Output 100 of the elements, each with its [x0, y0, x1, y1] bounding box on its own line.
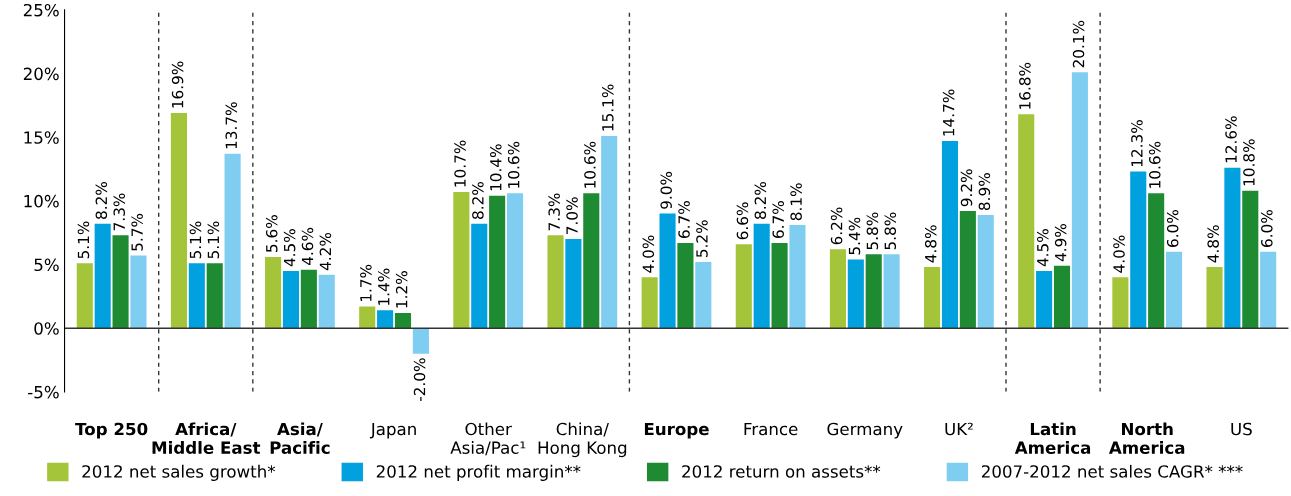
data-label: 8.2%: [95, 182, 108, 219]
bar: [883, 254, 900, 329]
data-label: 10.4%: [490, 144, 502, 191]
bar: [359, 306, 376, 329]
data-label: 1.4%: [377, 268, 390, 305]
data-label: 6.2%: [830, 207, 843, 245]
y-tick-label: -5%: [28, 385, 59, 399]
bar: [1053, 265, 1071, 329]
data-label: 4.6%: [301, 227, 314, 266]
bar: [959, 211, 976, 329]
bar: [412, 328, 429, 354]
bar: [753, 223, 770, 329]
bar: [377, 310, 394, 329]
x-tick-label: China/ Hong Kong: [538, 422, 627, 458]
x-tick-label: Europe: [644, 422, 709, 439]
data-label: 4.9%: [1054, 224, 1067, 262]
bar: [771, 242, 788, 329]
data-label: 5.8%: [866, 212, 879, 250]
legend-label: 2007-2012 net sales CAGR* ***: [981, 464, 1243, 478]
bar: [394, 312, 412, 329]
bar: [265, 256, 282, 329]
bar: [506, 193, 524, 329]
data-label: 9.0%: [660, 171, 672, 209]
bar: [977, 214, 994, 329]
data-label: 4.0%: [1113, 235, 1125, 273]
data-label: 7.3%: [113, 193, 125, 231]
data-label: 6.7%: [772, 201, 784, 238]
x-tick-label: Japan: [369, 422, 416, 439]
data-label: 5.1%: [207, 221, 220, 259]
bar: [1148, 193, 1165, 329]
data-label: 5.2%: [696, 220, 708, 257]
data-label: 10.7%: [454, 140, 466, 187]
data-label: 5.1%: [77, 221, 90, 259]
bar: [471, 223, 488, 329]
bar: [206, 263, 223, 329]
y-tick-label: 0%: [34, 322, 59, 335]
data-label: 16.8%: [1019, 62, 1031, 109]
x-tick-label: UK²: [945, 422, 973, 436]
bar: [789, 225, 806, 329]
data-label: 4.8%: [1207, 225, 1219, 263]
bar: [659, 213, 676, 329]
bar: [1018, 114, 1035, 329]
data-label: 5.8%: [884, 212, 897, 250]
bar: [1130, 171, 1147, 329]
y-tick-label: 15%: [24, 131, 59, 144]
data-label: 5.6%: [265, 215, 278, 252]
bar: [1242, 190, 1259, 329]
bar: [1260, 251, 1277, 329]
bar: [941, 141, 959, 329]
data-label: 8.2%: [472, 182, 484, 219]
data-label: 4.5%: [283, 229, 296, 267]
bar: [453, 191, 470, 329]
data-label: 10.6%: [584, 141, 596, 188]
y-tick-label: 25%: [23, 3, 59, 17]
data-label: 1.7%: [360, 264, 372, 302]
x-tick-label: Top 250: [75, 422, 148, 439]
bar: [695, 261, 712, 329]
bar: [601, 135, 618, 329]
data-label: 10.6%: [507, 141, 520, 188]
data-label: 6.7%: [678, 201, 690, 238]
bar: [1112, 277, 1129, 329]
bar: [1165, 251, 1183, 329]
data-label: -2.0%: [413, 358, 426, 402]
bar: [583, 193, 600, 329]
bar: [112, 235, 129, 329]
bar: [641, 277, 658, 329]
data-label: 6.0%: [1166, 210, 1179, 247]
x-tick-label: Germany: [827, 422, 903, 439]
bar: [1224, 167, 1241, 329]
data-label: 8.1%: [790, 183, 802, 221]
x-tick-label: North America: [1108, 422, 1185, 454]
data-label: 6.0%: [1261, 210, 1273, 247]
data-label: 12.6%: [1225, 116, 1237, 163]
y-tick-label: 20%: [23, 67, 59, 81]
data-label: 4.5%: [1036, 229, 1049, 267]
legend-label: 2012 net sales growth*: [82, 464, 276, 481]
data-label: 5.7%: [131, 213, 143, 251]
data-label: 7.0%: [566, 197, 578, 234]
bar: [130, 255, 147, 329]
bar: [547, 235, 564, 329]
data-label: 4.2%: [319, 232, 332, 271]
bar: [489, 195, 506, 329]
data-label: 8.2%: [754, 182, 767, 219]
bar: [565, 239, 582, 329]
y-tick-label: 5%: [34, 258, 59, 272]
data-label: 4.0%: [642, 235, 655, 273]
bar: [1206, 267, 1223, 329]
x-tick-label: France: [744, 422, 798, 436]
x-tick-label: Africa/ Middle East: [152, 422, 261, 454]
data-label: 12.3%: [1131, 120, 1143, 167]
data-label: 20.1%: [1072, 20, 1085, 68]
data-label: 10.6%: [1149, 141, 1161, 188]
legend-label: 2012 net profit margin**: [376, 464, 581, 481]
bar: [318, 274, 335, 329]
bar: [224, 153, 241, 329]
data-label: 13.7%: [225, 102, 238, 149]
y-tick-label: 10%: [24, 194, 59, 208]
bar: [1036, 270, 1053, 329]
bar: [847, 259, 864, 329]
data-label: 6.6%: [736, 202, 749, 240]
